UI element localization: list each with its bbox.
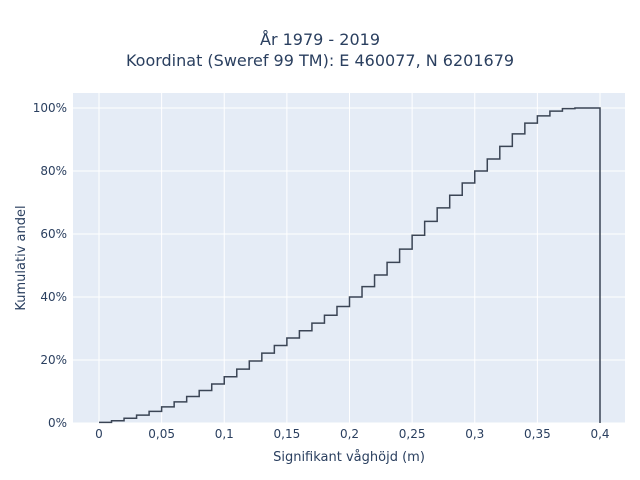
x-tick-label: 0,35 [524, 427, 551, 441]
x-tick-label: 0,1 [215, 427, 234, 441]
chart-title-line1: År 1979 - 2019 [260, 30, 380, 49]
x-axis-label: Signifikant våghöjd (m) [273, 450, 425, 465]
chart-title-line2: Koordinat (Sweref 99 TM): E 460077, N 62… [125, 51, 515, 70]
y-tick-label: 0% [48, 416, 67, 430]
cumulative-step-line [99, 107, 601, 424]
x-tick-label: 0,25 [399, 427, 426, 441]
x-tick-label: 0,3 [465, 427, 484, 441]
x-tick-label: 0,05 [148, 427, 175, 441]
y-tick-label: 80% [40, 164, 67, 178]
x-tick-label: 0 [95, 427, 103, 441]
y-axis-ticks: 0% 20% 40% 60% 80% 100% [33, 101, 67, 430]
x-tick-label: 0,15 [274, 427, 301, 441]
x-tick-label: 0,2 [340, 427, 359, 441]
y-tick-label: 20% [40, 353, 67, 367]
grid [73, 93, 625, 424]
y-tick-label: 100% [33, 101, 67, 115]
y-axis-label: Kumulativ andel [14, 205, 29, 310]
x-tick-label: 0,4 [590, 427, 609, 441]
y-tick-label: 40% [40, 290, 67, 304]
y-tick-label: 60% [40, 227, 67, 241]
x-axis-ticks: 0 0,05 0,1 0,15 0,2 0,25 0,3 0,35 0,4 [95, 427, 609, 441]
